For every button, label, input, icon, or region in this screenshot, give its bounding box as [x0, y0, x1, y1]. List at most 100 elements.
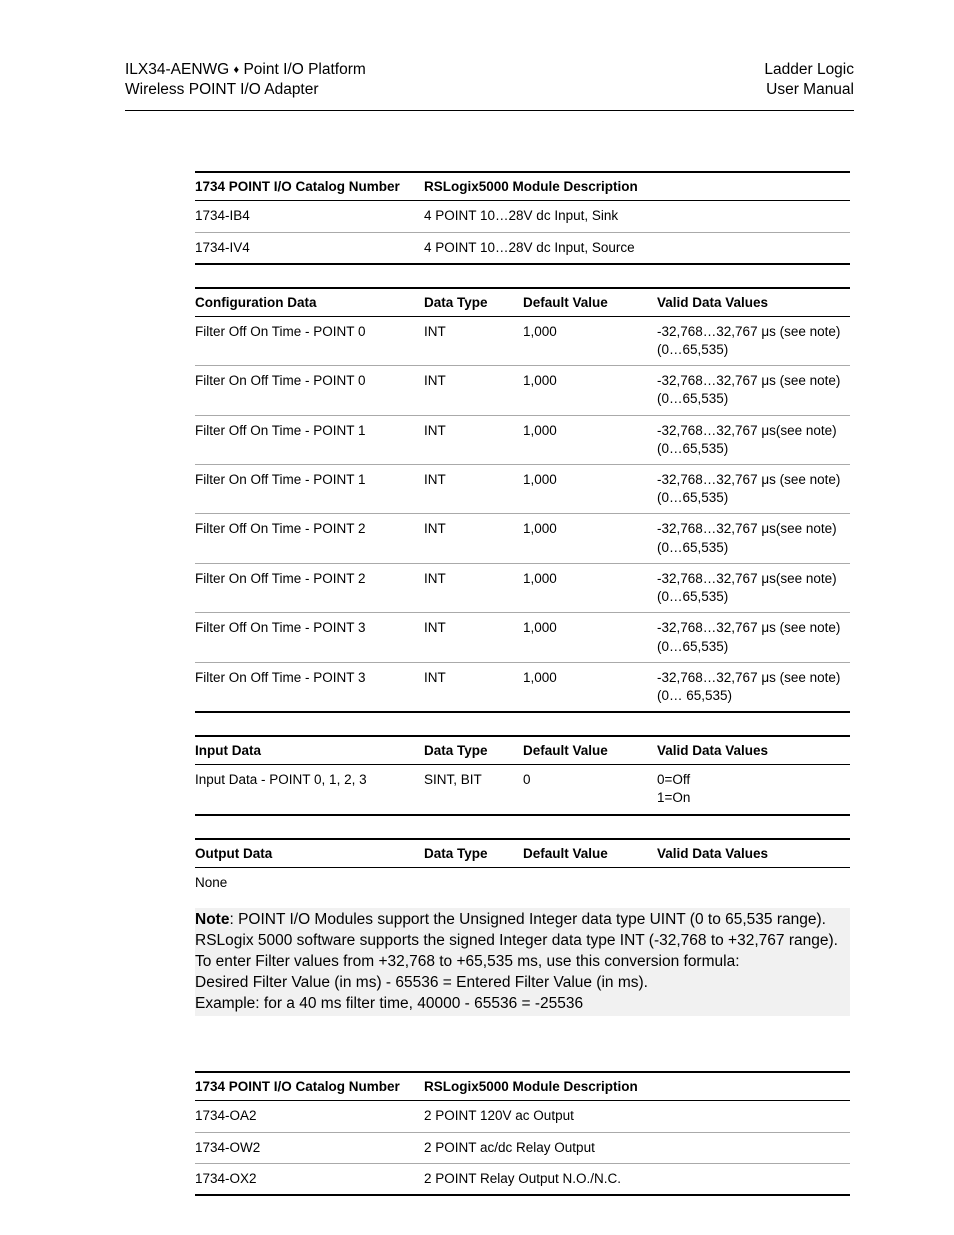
cell: Filter Off On Time - POINT 1	[195, 415, 424, 464]
table-row: Filter On Off Time - POINT 3INT1,000-32,…	[195, 662, 850, 712]
table-header-row: 1734 POINT I/O Catalog Number RSLogix500…	[195, 172, 850, 201]
col-valid: Valid Data Values	[657, 288, 850, 317]
col-type: Data Type	[424, 736, 523, 765]
cell: Filter Off On Time - POINT 0	[195, 316, 424, 365]
cell: Filter On Off Time - POINT 1	[195, 465, 424, 514]
cell: 1,000	[523, 465, 657, 514]
cell: 0=Off1=On	[657, 765, 850, 815]
table-row: 1734-IV4 4 POINT 10…28V dc Input, Source	[195, 232, 850, 264]
table-row: Filter Off On Time - POINT 0INT1,000-32,…	[195, 316, 850, 365]
table-row: Input Data - POINT 0, 1, 2, 3 SINT, BIT …	[195, 765, 850, 815]
cell: 1734-OW2	[195, 1132, 424, 1163]
table-row: Filter Off On Time - POINT 3INT1,000-32,…	[195, 613, 850, 662]
cell: -32,768…32,767 μs (see note)(0…65,535)	[657, 465, 850, 514]
cell: Filter Off On Time - POINT 3	[195, 613, 424, 662]
cell: INT	[424, 613, 523, 662]
cell: INT	[424, 514, 523, 563]
header-left: ILX34-AENWG ♦ Point I/O PlatformWireless…	[125, 60, 366, 100]
cell: Filter On Off Time - POINT 0	[195, 366, 424, 415]
table-header-row: Output Data Data Type Default Value Vali…	[195, 839, 850, 868]
col-valid: Valid Data Values	[657, 736, 850, 765]
cell: INT	[424, 662, 523, 712]
cell: INT	[424, 366, 523, 415]
cell: Filter On Off Time - POINT 3	[195, 662, 424, 712]
output-data-table: Output Data Data Type Default Value Vali…	[195, 838, 850, 898]
col-description: RSLogix5000 Module Description	[424, 172, 850, 201]
cell: Filter Off On Time - POINT 2	[195, 514, 424, 563]
table-row: Filter On Off Time - POINT 1INT1,000-32,…	[195, 465, 850, 514]
note-block: Note: POINT I/O Modules support the Unsi…	[195, 908, 850, 1017]
cell: 4 POINT 10…28V dc Input, Sink	[424, 201, 850, 232]
col-valid: Valid Data Values	[657, 839, 850, 868]
cell: INT	[424, 316, 523, 365]
cell: Input Data - POINT 0, 1, 2, 3	[195, 765, 424, 815]
cell: -32,768…32,767 μs (see note)(0… 65,535)	[657, 662, 850, 712]
col-output: Output Data	[195, 839, 424, 868]
col-input: Input Data	[195, 736, 424, 765]
cell: 1734-OA2	[195, 1101, 424, 1132]
page-header: ILX34-AENWG ♦ Point I/O PlatformWireless…	[125, 60, 854, 111]
col-default: Default Value	[523, 736, 657, 765]
input-data-table: Input Data Data Type Default Value Valid…	[195, 735, 850, 815]
cell: -32,768…32,767 μs (see note)(0…65,535)	[657, 316, 850, 365]
col-catalog: 1734 POINT I/O Catalog Number	[195, 1072, 424, 1101]
cell: 1,000	[523, 563, 657, 612]
col-description: RSLogix5000 Module Description	[424, 1072, 850, 1101]
col-default: Default Value	[523, 839, 657, 868]
note-label: Note	[195, 911, 229, 928]
cell: 2 POINT Relay Output N.O./N.C.	[424, 1163, 850, 1195]
table-header-row: Configuration Data Data Type Default Val…	[195, 288, 850, 317]
cell: 2 POINT 120V ac Output	[424, 1101, 850, 1132]
cell: -32,768…32,767 μs(see note)(0…65,535)	[657, 514, 850, 563]
col-default: Default Value	[523, 288, 657, 317]
cell: 1734-IV4	[195, 232, 424, 264]
col-type: Data Type	[424, 839, 523, 868]
cell: SINT, BIT	[424, 765, 523, 815]
table-row: Filter On Off Time - POINT 2INT1,000-32,…	[195, 563, 850, 612]
cell: 1734-IB4	[195, 201, 424, 232]
cell: -32,768…32,767 μs(see note)(0…65,535)	[657, 415, 850, 464]
table-row: Filter On Off Time - POINT 0INT1,000-32,…	[195, 366, 850, 415]
cell: 1,000	[523, 514, 657, 563]
cell: 4 POINT 10…28V dc Input, Source	[424, 232, 850, 264]
config-data-table: Configuration Data Data Type Default Val…	[195, 287, 850, 714]
cell: INT	[424, 415, 523, 464]
catalog-table-1: 1734 POINT I/O Catalog Number RSLogix500…	[195, 171, 850, 264]
cell: 0	[523, 765, 657, 815]
table-header-row: Input Data Data Type Default Value Valid…	[195, 736, 850, 765]
cell: 1,000	[523, 366, 657, 415]
cell: -32,768…32,767 μs (see note)(0…65,535)	[657, 366, 850, 415]
catalog-table-2: 1734 POINT I/O Catalog Number RSLogix500…	[195, 1071, 850, 1196]
cell: 1,000	[523, 662, 657, 712]
table-row: 1734-IB4 4 POINT 10…28V dc Input, Sink	[195, 201, 850, 232]
cell: -32,768…32,767 μs(see note)(0…65,535)	[657, 563, 850, 612]
table-row: 1734-OX2 2 POINT Relay Output N.O./N.C.	[195, 1163, 850, 1195]
table-header-row: 1734 POINT I/O Catalog Number RSLogix500…	[195, 1072, 850, 1101]
header-right-2: User Manual	[766, 81, 854, 98]
cell: 1,000	[523, 415, 657, 464]
cell: 1734-OX2	[195, 1163, 424, 1195]
header-right-1: Ladder Logic	[764, 61, 854, 78]
cell: 1,000	[523, 613, 657, 662]
col-type: Data Type	[424, 288, 523, 317]
cell: 2 POINT ac/dc Relay Output	[424, 1132, 850, 1163]
header-left-2: Wireless POINT I/O Adapter	[125, 81, 319, 98]
cell-none: None	[195, 867, 850, 898]
header-left-1a: ILX34-AENWG	[125, 61, 234, 78]
cell: INT	[424, 465, 523, 514]
table-row: 1734-OA2 2 POINT 120V ac Output	[195, 1101, 850, 1132]
note-text: Desired Filter Value (in ms) - 65536 = E…	[195, 974, 648, 991]
table-row: Filter Off On Time - POINT 1INT1,000-32,…	[195, 415, 850, 464]
cell: Filter On Off Time - POINT 2	[195, 563, 424, 612]
col-catalog: 1734 POINT I/O Catalog Number	[195, 172, 424, 201]
note-text: To enter Filter values from +32,768 to +…	[195, 953, 740, 970]
note-text: : POINT I/O Modules support the Unsigned…	[229, 911, 826, 928]
table-row: Filter Off On Time - POINT 2INT1,000-32,…	[195, 514, 850, 563]
cell: INT	[424, 563, 523, 612]
header-left-1b: Point I/O Platform	[239, 61, 366, 78]
note-text: RSLogix 5000 software supports the signe…	[195, 932, 838, 949]
cell: 1,000	[523, 316, 657, 365]
table-row: None	[195, 867, 850, 898]
col-config: Configuration Data	[195, 288, 424, 317]
header-right: Ladder Logic User Manual	[764, 60, 854, 100]
